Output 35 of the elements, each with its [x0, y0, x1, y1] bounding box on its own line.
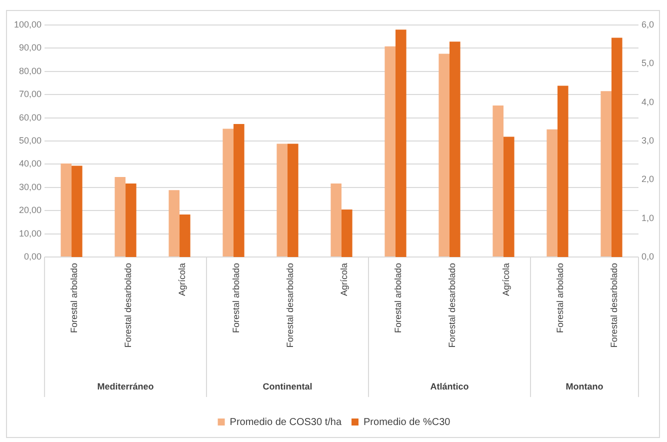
- y-tick-label: 70,00: [18, 89, 42, 100]
- x-tick-label: Forestal desarbolado: [446, 263, 457, 348]
- x-tick-label: Forestal desarbolado: [608, 263, 619, 348]
- x-tick-label: Agrícola: [500, 263, 511, 296]
- x-tick-label: Forestal desarbolado: [123, 263, 134, 348]
- y-tick-label: 60,00: [18, 112, 42, 122]
- legend-label: Promedio de COS30 t/ha: [230, 416, 342, 428]
- y-tick-label: 10,00: [18, 228, 42, 238]
- y2-tick-label: 5,0: [641, 58, 654, 68]
- y-tick-label: 90,00: [18, 42, 42, 53]
- x-tick-label: Forestal arbolado: [392, 263, 403, 334]
- x-tick-label: Forestal desarbolado: [284, 263, 295, 348]
- y2-tick-label: 1,0: [641, 212, 654, 223]
- y-tick-label: 100,00: [14, 19, 42, 30]
- y-tick-label: 40,00: [18, 158, 42, 169]
- legend-label: Promedio de %C30: [364, 416, 451, 428]
- x-tick-label: Agrícola: [177, 263, 188, 296]
- x-tick-label: Forestal arbolado: [554, 263, 565, 334]
- x-tick-label: Forestal arbolado: [69, 263, 80, 334]
- text: Montano: [566, 381, 604, 392]
- y-tick-label: 20,00: [18, 205, 42, 216]
- x-tick-label: Forestal arbolado: [231, 263, 241, 334]
- y2-tick-label: 3,0: [641, 135, 654, 146]
- y-tick-label: 0,00: [24, 251, 42, 262]
- text: Mediterráneo: [97, 381, 154, 392]
- y2-tick-label: 4,0: [641, 96, 654, 107]
- text: Continental: [262, 381, 312, 392]
- y2-tick-label: 6,0: [641, 19, 654, 30]
- y2-tick-label: 2,0: [641, 174, 654, 184]
- y-tick-label: 80,00: [18, 66, 42, 76]
- y-tick-label: 30,00: [18, 182, 42, 192]
- y2-tick-label: 0,0: [641, 251, 654, 262]
- y-tick-label: 50,00: [18, 135, 42, 146]
- text: Atlántico: [430, 381, 470, 392]
- x-tick-label: Agrícola: [338, 263, 349, 296]
